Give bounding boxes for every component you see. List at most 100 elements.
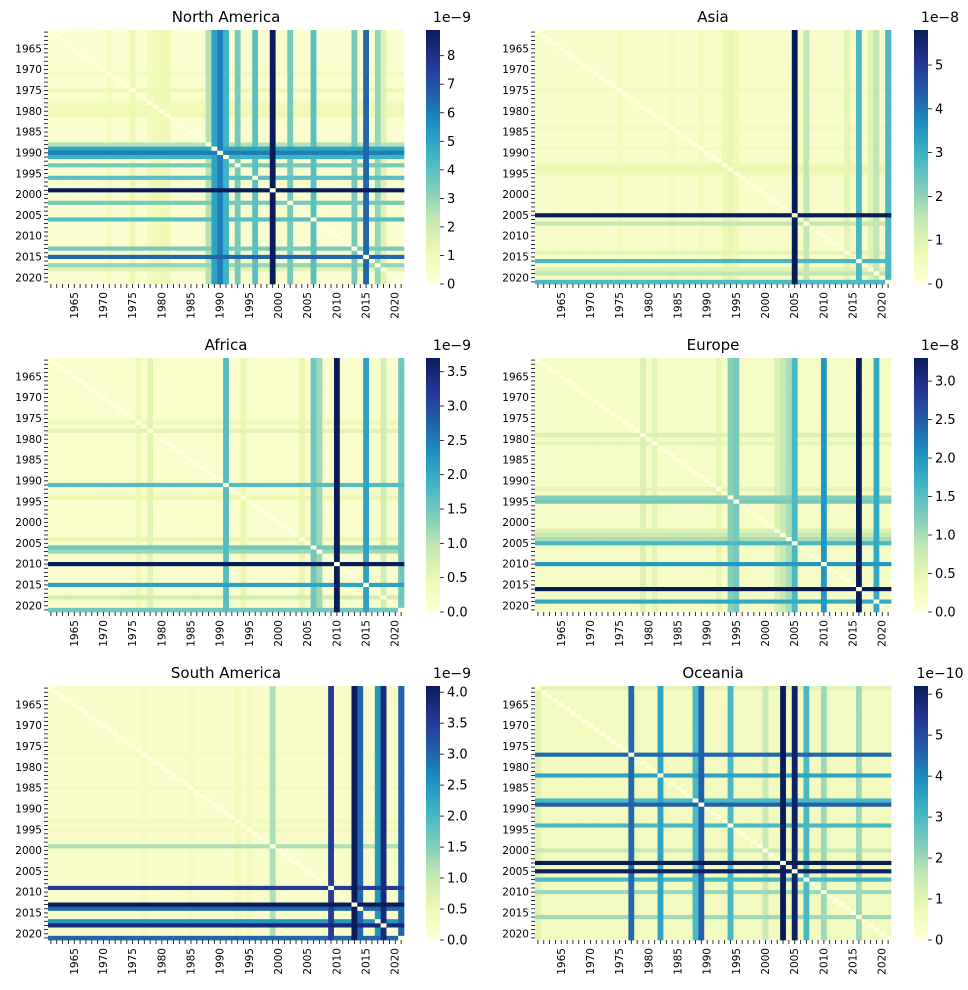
heatmap-cell — [252, 130, 258, 135]
heatmap-cell — [392, 222, 398, 227]
heatmap-cell — [223, 55, 229, 60]
heatmap-cell — [124, 72, 130, 77]
heatmap-cell — [71, 188, 77, 193]
heatmap-cell — [334, 142, 340, 147]
heatmap-cell — [106, 134, 112, 139]
heatmap-cell — [541, 72, 547, 77]
heatmap-cell — [165, 242, 171, 247]
heatmap-cell — [188, 122, 194, 127]
heatmap-cell — [346, 247, 352, 252]
heatmap-cell — [381, 222, 387, 227]
heatmap-cell — [305, 92, 311, 97]
heatmap-cell — [153, 113, 159, 118]
heatmap-cell — [582, 34, 588, 39]
heatmap-cell — [369, 213, 375, 218]
heatmap-cell — [217, 247, 223, 252]
heatmap-cell — [334, 188, 340, 193]
heatmap-cell — [593, 63, 599, 68]
heatmap-cell — [48, 259, 54, 264]
heatmap-cell — [71, 201, 77, 206]
heatmap-cell — [346, 163, 352, 168]
heatmap-cell — [392, 201, 398, 206]
heatmap-cell — [264, 159, 270, 164]
heatmap-cell — [176, 92, 182, 97]
heatmap-cell — [48, 180, 54, 185]
heatmap-cell — [159, 151, 165, 156]
heatmap-cell — [252, 92, 258, 97]
heatmap-cell — [363, 109, 369, 114]
heatmap-cell — [258, 234, 264, 239]
heatmap-cell — [357, 72, 363, 77]
heatmap-cell — [66, 113, 72, 118]
heatmap-cell — [83, 197, 89, 202]
heatmap-cell — [704, 67, 710, 72]
heatmap-cell — [398, 184, 404, 189]
heatmap-cell — [188, 113, 194, 118]
heatmap-cell — [623, 34, 629, 39]
heatmap-cell — [71, 76, 77, 81]
heatmap-cell — [322, 117, 328, 122]
heatmap-cell — [252, 217, 258, 222]
heatmap-cell — [48, 147, 54, 152]
heatmap-cell — [54, 230, 60, 235]
heatmap-cell — [165, 180, 171, 185]
heatmap-cell — [357, 167, 363, 172]
heatmap-cell — [206, 259, 212, 264]
heatmap-cell — [862, 34, 868, 39]
heatmap-cell — [176, 234, 182, 239]
heatmap-cell — [165, 113, 171, 118]
heatmap-cell — [60, 47, 66, 52]
heatmap-cell — [716, 55, 722, 60]
heatmap-cell — [287, 201, 293, 206]
heatmap-cell — [599, 88, 605, 93]
heatmap-cell — [77, 84, 83, 89]
heatmap-cell — [217, 217, 223, 222]
heatmap-cell — [165, 130, 171, 135]
heatmap-cell — [176, 97, 182, 102]
heatmap-cell — [124, 217, 130, 222]
heatmap-cell — [381, 97, 387, 102]
heatmap-cell — [264, 180, 270, 185]
heatmap-cell — [246, 263, 252, 268]
heatmap-cell — [316, 184, 322, 189]
heatmap-cell — [675, 101, 681, 106]
heatmap-cell — [328, 130, 334, 135]
heatmap-cell — [130, 238, 136, 243]
heatmap-cell — [252, 184, 258, 189]
heatmap-cell — [768, 51, 774, 56]
heatmap-cell — [246, 59, 252, 64]
heatmap-cell — [868, 67, 874, 72]
heatmap-cell — [101, 105, 107, 110]
colorbar-tick-label: 5 — [447, 135, 455, 150]
heatmap-cell — [141, 176, 147, 181]
heatmap-cell — [293, 188, 299, 193]
heatmap-cell — [681, 55, 687, 60]
heatmap-cell — [258, 197, 264, 202]
heatmap-cell — [299, 222, 305, 227]
heatmap-cell — [264, 263, 270, 268]
heatmap-cell — [258, 188, 264, 193]
heatmap-cell — [311, 280, 317, 285]
heatmap-cell — [252, 55, 258, 60]
heatmap-cell — [311, 105, 317, 110]
heatmap-cell — [112, 238, 118, 243]
heatmap-cell — [844, 72, 850, 77]
heatmap-cell — [101, 147, 107, 152]
heatmap-cell — [553, 42, 559, 47]
heatmap-cell — [124, 47, 130, 52]
heatmap-cell — [235, 192, 241, 197]
heatmap-cell — [112, 92, 118, 97]
heatmap-cell — [130, 217, 136, 222]
heatmap-cell — [206, 84, 212, 89]
heatmap-cell — [264, 109, 270, 114]
heatmap-cell — [264, 55, 270, 60]
heatmap-cell — [357, 38, 363, 43]
heatmap-cell — [258, 255, 264, 260]
heatmap-cell — [141, 209, 147, 214]
heatmap-cell — [652, 80, 658, 85]
heatmap-cell — [316, 217, 322, 222]
heatmap-cell — [66, 59, 72, 64]
heatmap-cell — [60, 155, 66, 160]
heatmap-cell — [54, 238, 60, 243]
heatmap-cell — [375, 34, 381, 39]
